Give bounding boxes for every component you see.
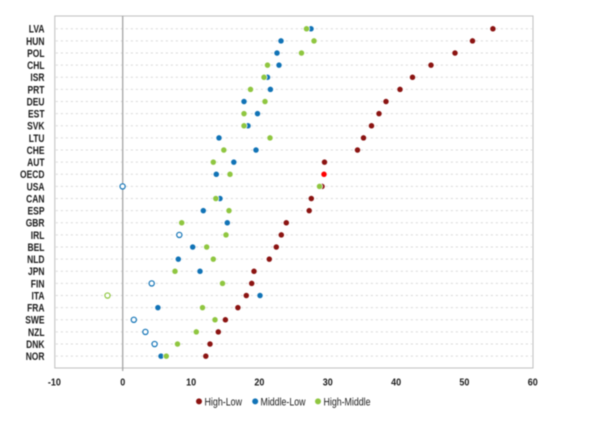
svg-text:DEU: DEU [27,96,45,108]
svg-text:NLD: NLD [27,254,45,266]
svg-text:30: 30 [323,377,333,388]
svg-text:SVK: SVK [27,121,45,133]
svg-text:GBR: GBR [26,218,45,230]
svg-text:Middle-Low: Middle-Low [261,396,306,408]
svg-text:50: 50 [459,377,469,388]
svg-text:High-Low: High-Low [205,396,243,408]
svg-text:20: 20 [254,377,264,388]
svg-text:AUT: AUT [27,157,45,169]
svg-text:OECD: OECD [20,169,45,181]
svg-text:CAN: CAN [26,193,44,205]
svg-text:DNK: DNK [26,339,45,351]
svg-text:NOR: NOR [26,351,45,363]
svg-text:40: 40 [391,377,401,388]
svg-text:EST: EST [28,109,45,121]
svg-text:LTU: LTU [29,133,45,145]
svg-text:HUN: HUN [26,36,44,48]
svg-text:LVA: LVA [29,24,45,36]
svg-text:POL: POL [27,48,45,60]
svg-text:FIN: FIN [31,278,45,290]
svg-text:FRA: FRA [27,303,45,315]
svg-text:SWE: SWE [25,315,44,327]
svg-text:-10: -10 [48,377,61,388]
svg-text:ISR: ISR [30,72,44,84]
svg-text:USA: USA [27,181,45,193]
svg-text:High-Middle: High-Middle [324,396,371,408]
svg-text:10: 10 [186,377,196,388]
svg-text:BEL: BEL [28,242,45,254]
svg-text:PRT: PRT [28,84,45,96]
svg-text:60: 60 [528,377,538,388]
svg-text:CHL: CHL [27,60,45,72]
svg-text:JPN: JPN [28,266,45,278]
svg-text:IRL: IRL [31,230,45,242]
svg-text:0: 0 [120,377,125,388]
svg-text:ITA: ITA [32,290,45,302]
svg-text:ESP: ESP [28,206,45,218]
svg-text:CHE: CHE [27,145,45,157]
svg-text:NZL: NZL [28,327,45,339]
